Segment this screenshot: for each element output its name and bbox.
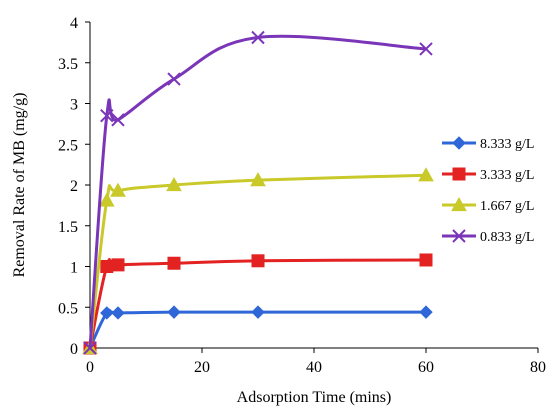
legend-item: 0.833 g/L [442, 229, 534, 245]
legend-label: 1.667 g/L [480, 199, 534, 214]
y-tick-label: 1 [70, 260, 78, 277]
data-point [100, 109, 114, 123]
y-tick-label: 0.5 [58, 300, 78, 317]
series-line [88, 258, 428, 350]
data-point [167, 305, 181, 319]
x-tick-label: 20 [194, 359, 210, 376]
series-line [88, 173, 428, 350]
data-point [419, 42, 433, 56]
data-point [251, 254, 265, 268]
series-1 [83, 305, 433, 355]
legend-item: 8.333 g/L [442, 136, 534, 152]
y-tick-label: 3 [70, 97, 78, 114]
data-point [166, 176, 182, 192]
data-point [167, 72, 181, 86]
data-point [111, 258, 125, 272]
y-tick-label: 1.5 [58, 219, 78, 236]
legend-marker [451, 196, 467, 212]
data-point [100, 260, 114, 273]
y-tick-label: 2 [70, 178, 78, 195]
series-layer [82, 30, 434, 355]
data-point [83, 341, 97, 355]
x-ticks: 0 20 40 60 80 [86, 348, 546, 376]
legend-label: 0.833 g/L [480, 230, 534, 245]
legend-label: 8.333 g/L [480, 137, 534, 152]
x-tick-label: 80 [530, 359, 546, 376]
data-point [418, 167, 434, 182]
x-tick-label: 60 [418, 359, 434, 376]
series-2 [83, 253, 433, 355]
y-tick-label: 0 [70, 341, 78, 358]
legend-item: 3.333 g/L [442, 167, 534, 183]
data-point [251, 30, 265, 45]
y-tick-label: 2.5 [58, 137, 78, 154]
legend-label: 3.333 g/L [480, 168, 534, 183]
y-tick-label: 4 [70, 15, 78, 32]
data-point [167, 256, 181, 270]
data-point [111, 113, 125, 127]
series-4 [83, 30, 433, 355]
data-point [100, 306, 114, 320]
x-tick-label: 0 [86, 359, 94, 376]
data-point [250, 172, 266, 187]
legend-marker [452, 136, 466, 150]
legend-marker [452, 167, 466, 181]
x-axis-title: Adsorption Time (mins) [237, 389, 392, 406]
data-point [110, 182, 126, 197]
data-point [251, 305, 265, 319]
legend-marker [452, 229, 466, 243]
legend-item: 1.667 g/L [442, 196, 534, 214]
data-point [419, 305, 433, 319]
data-point [111, 306, 125, 320]
y-ticks: 0 0.5 1 1.5 2 2.5 3 3.5 4 [58, 15, 90, 358]
series-line [88, 34, 428, 350]
x-tick-label: 40 [306, 359, 322, 376]
y-tick-label: 3.5 [58, 56, 78, 73]
data-point [98, 192, 115, 207]
legend: 8.333 g/L 3.333 g/L 1.667 g/L 0.833 g/L [442, 136, 534, 245]
y-axis-title: Removal Rate of MB (mg/g) [11, 93, 28, 278]
data-point [419, 253, 433, 267]
